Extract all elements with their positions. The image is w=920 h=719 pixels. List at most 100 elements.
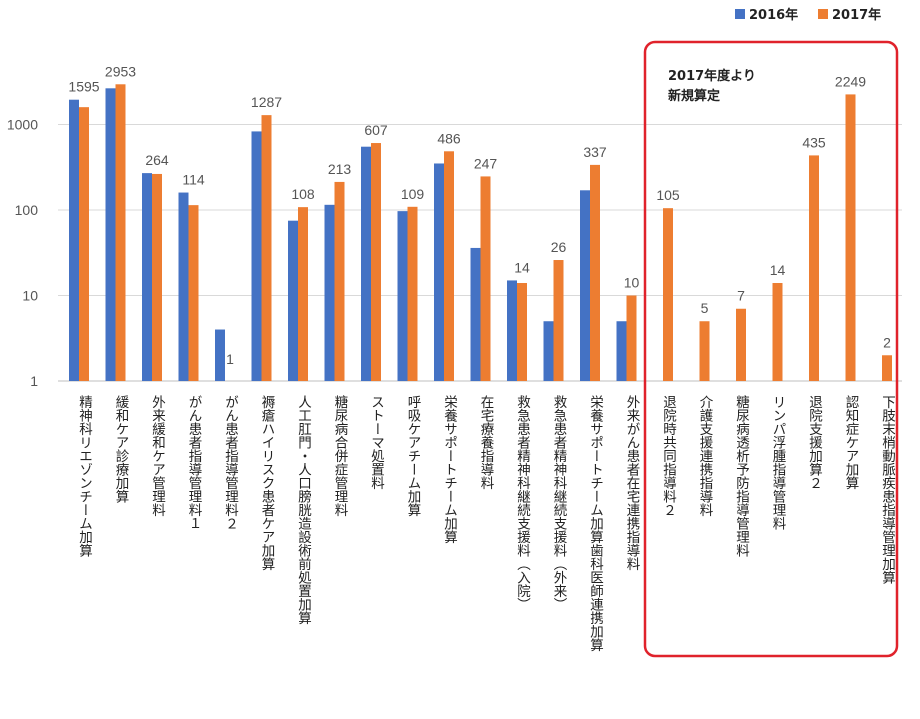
data-label: 2: [883, 334, 891, 350]
data-label: 213: [328, 161, 352, 177]
data-label: 486: [437, 130, 461, 146]
bar-2016: [397, 211, 408, 381]
bar-2016: [251, 131, 262, 381]
y-tick-label: 10: [22, 288, 38, 304]
category-label: 下肢末梢動脈疾患指導管理加算: [879, 395, 896, 584]
bar-2017: [188, 205, 199, 381]
category-label: 退院時共同指導料２: [660, 395, 677, 517]
data-label: 114: [182, 172, 205, 188]
category-label: 在宅療養指導料: [478, 395, 495, 490]
bar-2017: [736, 308, 746, 381]
data-label: 337: [583, 144, 607, 160]
data-label: 14: [514, 259, 530, 275]
bar-2016: [324, 204, 335, 381]
data-label: 607: [364, 122, 388, 138]
data-label: 2953: [105, 63, 136, 79]
bar-2017: [553, 260, 564, 381]
legend-swatch: [818, 9, 828, 19]
bar-2017: [590, 164, 600, 381]
data-label: 1287: [251, 94, 282, 110]
data-label: 26: [551, 239, 567, 255]
data-label: 108: [291, 186, 315, 202]
legend: 2016年 2017年: [735, 7, 881, 23]
bar-2017: [480, 176, 491, 381]
bar-2016: [434, 163, 444, 381]
category-labels: 精神科リエゾンチーム加算 緩和ケア診療加算 外来緩和ケア管理料 がん患者指導管理料１ が…: [76, 395, 896, 652]
category-label: 退院支援加算２: [806, 395, 823, 490]
bar-2016: [361, 146, 371, 381]
bar-2016: [470, 247, 481, 381]
category-label: 褥瘡ハイリスク患者ケア加算: [259, 395, 276, 571]
bar-2016: [105, 88, 116, 382]
bar-2016: [69, 99, 79, 382]
category-label: 認知症ケア加算: [843, 395, 860, 490]
bar-2017: [261, 115, 272, 381]
category-label: 糖尿病合併症管理料: [332, 395, 349, 517]
category-label: 救急患者精神科継続支援料（外来）: [551, 395, 568, 611]
bar-2016: [288, 220, 298, 381]
data-label: 1: [226, 351, 234, 367]
bar-2016: [543, 321, 554, 381]
y-axis: 1 10 100 1000: [7, 117, 38, 390]
category-label: 栄養サポートチーム加算: [441, 395, 458, 544]
bar-2017: [407, 206, 418, 381]
category-label: ストーマ処置料: [368, 395, 385, 490]
bar-2016: [215, 329, 225, 381]
data-label: 10: [624, 275, 640, 291]
data-label: 435: [802, 134, 826, 150]
bar-2017: [115, 84, 126, 381]
category-label: がん患者指導管理料１: [186, 395, 203, 530]
category-label: 外来がん患者在宅連携指導料: [624, 395, 641, 571]
bar-2017: [663, 208, 673, 381]
category-label: 外来緩和ケア管理料: [149, 395, 166, 517]
bar-2017: [517, 283, 527, 381]
data-label: 2249: [835, 73, 866, 89]
category-label: 救急患者精神科継続支援料（入院）: [514, 395, 531, 611]
bar-2016: [178, 192, 189, 381]
bar-2016: [507, 280, 517, 381]
bar-2016: [616, 321, 627, 381]
category-label: 呼吸ケアチーム加算: [405, 395, 422, 517]
bar-2017: [79, 107, 89, 381]
category-label: 栄養サポートチーム加算歯科医師連携加算: [587, 395, 604, 652]
data-label: 1595: [68, 79, 99, 95]
bar-2017: [699, 321, 710, 381]
data-label: 247: [474, 155, 498, 171]
annotation-box: [643, 40, 899, 658]
category-label: がん患者指導管理料２: [222, 395, 239, 530]
bar-2017: [809, 155, 819, 381]
annotation-text: 新規算定: [668, 88, 720, 104]
data-label: 105: [656, 187, 680, 203]
data-label: 14: [770, 262, 786, 278]
bar-2017: [152, 173, 162, 381]
legend-label: 2016年: [749, 7, 798, 23]
bar-2017: [371, 143, 381, 381]
data-labels: 1595 2953 264 114 1 1287 108 213 607 109 486 247 14 2…: [68, 63, 891, 367]
data-label: 109: [401, 186, 425, 202]
y-tick-label: 100: [15, 202, 39, 218]
category-label: 糖尿病透析予防指導管理料: [733, 395, 750, 558]
category-label: 精神科リエゾンチーム加算: [76, 395, 93, 558]
category-label: 緩和ケア診療加算: [113, 395, 130, 504]
legend-label: 2017年: [832, 7, 881, 23]
bar-2017: [334, 181, 345, 381]
category-label: 介護支援連携指導料: [697, 395, 714, 517]
bar-2016: [580, 190, 590, 381]
annotation-text: 2017年度より: [668, 68, 756, 84]
legend-swatch: [735, 9, 745, 19]
category-label: 人工肛門・人口膀胱造設術前処置加算: [295, 395, 312, 625]
y-tick-label: 1: [30, 373, 38, 389]
bar-2017: [772, 283, 783, 381]
data-label: 7: [737, 288, 745, 304]
bar-2017: [626, 295, 637, 381]
data-label: 264: [145, 152, 169, 168]
bar-2017: [444, 151, 454, 381]
data-label: 5: [701, 300, 709, 316]
category-label: リンパ浮腫指導管理料: [770, 395, 787, 530]
y-tick-label: 1000: [7, 117, 38, 133]
bars: [69, 84, 892, 382]
bar-2016: [142, 173, 152, 381]
bar-2017: [882, 355, 892, 381]
